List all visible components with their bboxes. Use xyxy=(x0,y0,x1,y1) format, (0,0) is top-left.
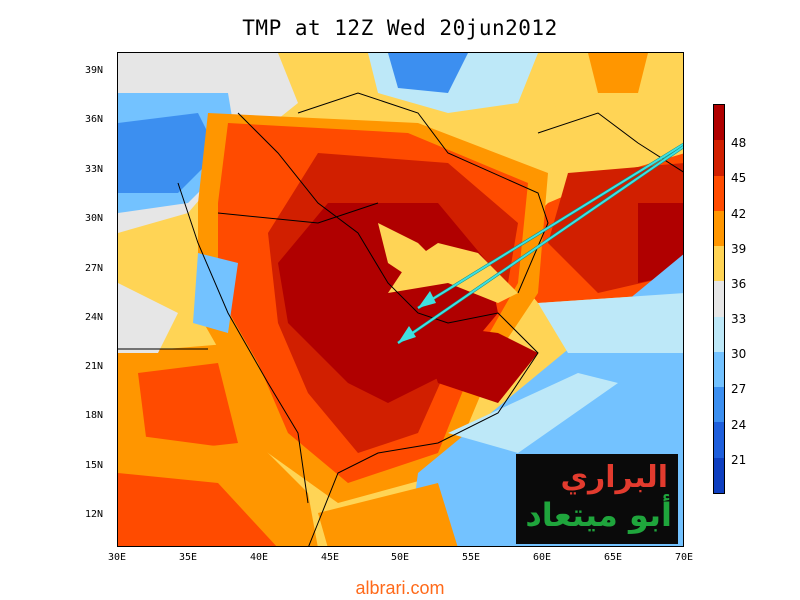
map-canvas xyxy=(118,53,683,546)
lat-label: 30N xyxy=(85,213,104,224)
temperature-map xyxy=(117,52,684,547)
lat-label: 18N xyxy=(85,410,104,421)
legend-label: 27 xyxy=(731,382,747,396)
legend-swatch xyxy=(714,246,724,282)
lon-label: 30E xyxy=(107,552,127,563)
legend-label: 45 xyxy=(731,171,747,185)
lat-label: 24N xyxy=(85,312,104,323)
legend-label: 48 xyxy=(731,136,747,150)
legend-swatch xyxy=(714,281,724,317)
legend-swatch xyxy=(714,210,724,247)
lat-label: 33N xyxy=(85,164,104,175)
lon-label: 55E xyxy=(461,552,481,563)
brand-logo: البراري أبو ميتعاد xyxy=(516,454,678,544)
legend-label: 24 xyxy=(731,418,747,432)
legend-label: 21 xyxy=(731,453,747,467)
legend-swatch xyxy=(714,140,724,176)
legend-swatch xyxy=(714,422,724,458)
lat-label: 27N xyxy=(85,263,104,274)
site-link[interactable]: albrari.com xyxy=(355,578,445,598)
legend-swatch xyxy=(714,175,724,211)
legend-swatch xyxy=(714,457,724,493)
lon-label: 70E xyxy=(674,552,694,563)
map-title: TMP at 12Z Wed 20jun2012 xyxy=(242,16,558,40)
lon-label: 40E xyxy=(249,552,269,563)
legend-label: 36 xyxy=(731,277,747,291)
legend-label: 42 xyxy=(731,207,747,221)
legend-swatch xyxy=(714,351,724,388)
legend-swatch xyxy=(714,316,724,352)
lon-label: 65E xyxy=(603,552,623,563)
lon-label: 50E xyxy=(390,552,410,563)
legend-swatch xyxy=(714,105,724,141)
legend-label: 33 xyxy=(731,312,747,326)
legend-swatch xyxy=(714,387,724,423)
lat-label: 15N xyxy=(85,460,104,471)
lat-label: 21N xyxy=(85,361,104,372)
lon-label: 60E xyxy=(532,552,552,563)
lat-label: 12N xyxy=(85,509,104,520)
lat-label: 36N xyxy=(85,114,104,125)
legend-label: 39 xyxy=(731,242,747,256)
lat-label: 39N xyxy=(85,65,104,76)
color-legend xyxy=(713,104,725,494)
lon-label: 35E xyxy=(178,552,198,563)
logo-line-2: أبو ميتعاد xyxy=(525,496,672,534)
legend-label: 30 xyxy=(731,347,747,361)
lon-label: 45E xyxy=(320,552,340,563)
logo-line-1: البراري xyxy=(560,460,668,495)
